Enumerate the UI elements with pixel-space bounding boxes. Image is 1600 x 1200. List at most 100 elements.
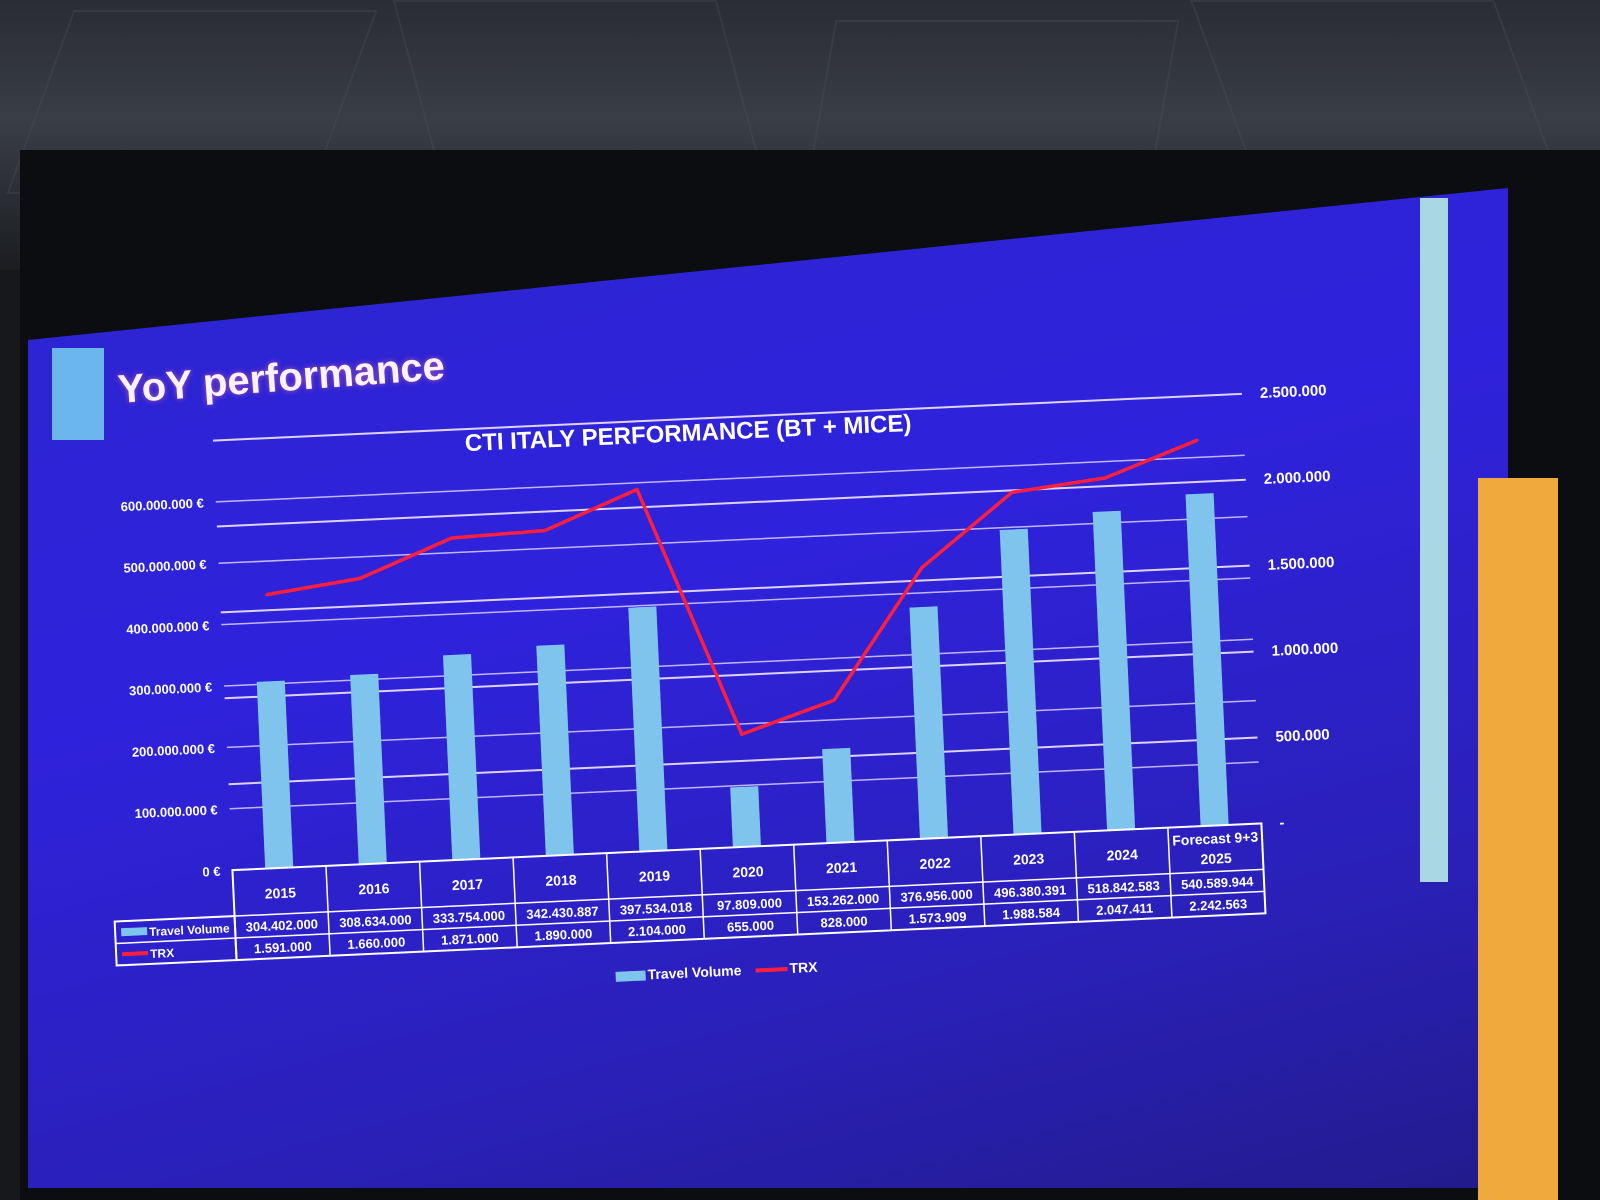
point-trx — [1103, 476, 1107, 480]
category-label: 2024 — [1106, 846, 1138, 863]
bar-travel-volume — [822, 747, 855, 844]
data-table-col-line — [605, 853, 612, 944]
legend-entry: Travel Volume — [647, 962, 742, 982]
bar-travel-volume — [256, 680, 294, 869]
legend-swatch-travel-volume — [615, 970, 646, 982]
point-trx — [832, 698, 836, 702]
gridline — [215, 454, 1245, 503]
data-label-travel-volume: 333.754.000 — [432, 908, 505, 926]
category-label: 2018 — [545, 872, 577, 889]
gridline — [216, 478, 1246, 528]
right-axis-tick-label: 1.000.000 — [1271, 640, 1338, 660]
point-trx — [740, 732, 744, 736]
data-label-travel-volume: 304.402.000 — [245, 916, 318, 934]
gridline — [228, 736, 1258, 786]
left-axis-tick-label: 500.000.000 € — [123, 557, 207, 576]
decor-bar-orange — [1478, 478, 1558, 1200]
gridline — [218, 515, 1248, 565]
data-table-col-line — [1073, 831, 1080, 922]
point-trx — [358, 577, 362, 581]
category-label: Forecast 9+3 — [1172, 829, 1259, 849]
data-table-col-line — [325, 865, 331, 956]
data-label-trx: 2.104.000 — [628, 922, 686, 940]
bar-travel-volume — [536, 644, 574, 856]
data-label-travel-volume: 496.380.391 — [994, 882, 1067, 900]
data-table-col-line — [1260, 823, 1267, 914]
data-table-row-line — [115, 890, 1265, 945]
category-label: 2017 — [452, 876, 484, 893]
point-trx — [635, 487, 639, 491]
category-label: 2022 — [919, 855, 951, 872]
data-table-col-line — [886, 840, 893, 931]
data-label-travel-volume: 518.842.583 — [1087, 878, 1160, 896]
data-table-row-line — [114, 868, 1264, 923]
decor-bar-blue — [1420, 198, 1448, 882]
gridline — [224, 650, 1254, 700]
gridline — [229, 761, 1259, 810]
data-table-col-line — [699, 848, 705, 939]
data-table-col-line — [980, 836, 986, 927]
category-label: 2016 — [358, 880, 390, 897]
data-label-trx: 2.047.411 — [1096, 900, 1154, 918]
gridline — [226, 699, 1256, 749]
left-axis-tick-label: 300.000.000 € — [129, 680, 213, 699]
point-trx — [920, 566, 924, 570]
data-table-col-line — [1167, 827, 1173, 918]
left-axis-tick-label: 400.000.000 € — [126, 618, 210, 637]
gridline — [220, 564, 1250, 614]
data-label-trx: 1.890.000 — [534, 926, 592, 944]
point-trx — [450, 536, 454, 540]
point-trx — [265, 593, 269, 597]
data-label-trx: 828.000 — [820, 913, 868, 930]
data-label-trx: 2.242.563 — [1189, 896, 1247, 914]
bar-travel-volume — [1092, 510, 1136, 831]
category-label: 2021 — [826, 859, 858, 876]
legend-swatch-trx — [122, 951, 149, 957]
legend-entry: TRX — [789, 959, 818, 976]
data-label-travel-volume: 540.589.944 — [1181, 874, 1255, 892]
chart-title: CTI ITALY PERFORMANCE (BT + MICE) — [464, 410, 912, 457]
point-trx — [1010, 490, 1014, 494]
category-label: 2015 — [264, 884, 296, 901]
data-table-col-line — [512, 857, 518, 948]
bar-travel-volume — [730, 786, 761, 848]
data-table-col-line — [231, 870, 238, 961]
data-table-row-label: TRX — [150, 946, 175, 961]
gridline — [224, 638, 1254, 687]
category-label: 2025 — [1200, 850, 1232, 867]
right-axis-tick-label: 1.500.000 — [1267, 554, 1334, 574]
data-label-trx: 1.591.000 — [254, 939, 312, 957]
right-axis-tick-label: 500.000 — [1275, 726, 1330, 745]
data-label-trx: 655.000 — [727, 918, 775, 935]
bar-travel-volume — [628, 606, 668, 852]
gridline — [221, 577, 1251, 626]
bar-travel-volume — [1185, 493, 1229, 827]
bar-travel-volume — [999, 528, 1042, 835]
left-axis-tick-label: 600.000.000 € — [120, 495, 204, 514]
title-accent-square — [52, 348, 104, 440]
data-label-travel-volume: 308.634.000 — [339, 912, 412, 930]
data-table-col-line — [418, 861, 425, 952]
point-trx — [543, 529, 547, 533]
left-axis-tick-label: 100.000.000 € — [134, 802, 218, 821]
bar-travel-volume — [909, 606, 949, 839]
data-label-travel-volume: 397.534.018 — [620, 899, 693, 917]
data-table-row-label: Travel Volume — [149, 921, 230, 939]
category-label: 2023 — [1013, 850, 1045, 867]
data-table-col-line — [792, 844, 799, 935]
data-label-trx: 1.871.000 — [441, 930, 499, 948]
data-label-travel-volume: 153.262.000 — [807, 891, 880, 909]
right-axis-tick-label: 2.000.000 — [1263, 468, 1330, 488]
right-axis-tick-label: - — [1279, 814, 1285, 831]
data-label-travel-volume: 376.956.000 — [900, 887, 973, 905]
data-label-trx: 1.988.584 — [1002, 905, 1061, 923]
left-axis-tick-label: 0 € — [202, 864, 221, 880]
category-label: 2020 — [732, 863, 764, 880]
legend-swatch-trx — [755, 967, 788, 973]
data-label-trx: 1.573.909 — [908, 909, 966, 927]
bar-travel-volume — [442, 654, 481, 861]
data-label-travel-volume: 97.809.000 — [717, 895, 783, 913]
gridline — [212, 392, 1242, 442]
bar-travel-volume — [350, 673, 387, 865]
